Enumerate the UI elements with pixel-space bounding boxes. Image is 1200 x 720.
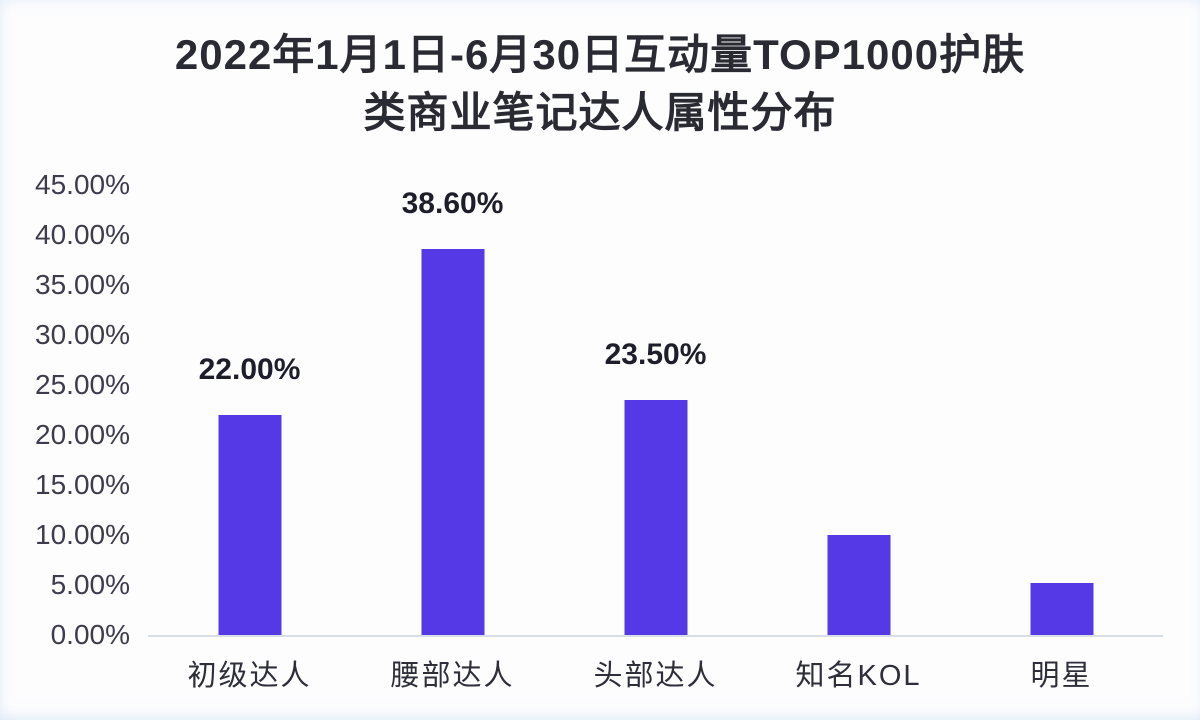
x-category-label: 头部达人 bbox=[593, 660, 718, 692]
y-tick-label: 25.00% bbox=[35, 369, 130, 400]
y-tick-label: 20.00% bbox=[35, 419, 130, 450]
x-category-label: 初级达人 bbox=[187, 660, 312, 692]
bar bbox=[827, 535, 890, 635]
y-tick-label: 15.00% bbox=[35, 469, 130, 500]
x-category-label: 明星 bbox=[1030, 660, 1093, 692]
plot-area: 22.00% 38.60% 23.50% bbox=[148, 185, 1163, 637]
bar bbox=[1030, 583, 1093, 635]
bar-slot bbox=[960, 185, 1163, 635]
y-tick-label: 0.00% bbox=[50, 619, 130, 650]
y-tick-label: 40.00% bbox=[35, 219, 130, 250]
chart-title-line-1: 2022年1月1日-6月30日互动量TOP1000护肤 bbox=[174, 31, 1026, 78]
data-label: 38.60% bbox=[401, 187, 504, 220]
bar-slot bbox=[757, 185, 960, 635]
bar-slot: 22.00% bbox=[148, 185, 351, 635]
x-category-label: 腰部达人 bbox=[390, 660, 515, 692]
y-tick-label: 45.00% bbox=[35, 169, 130, 200]
chart-title-line-2: 类商业笔记达人属性分布 bbox=[363, 88, 837, 136]
bar bbox=[421, 249, 484, 635]
x-axis-labels: 初级达人 腰部达人 头部达人 知名KOL 明星 bbox=[148, 652, 1163, 694]
bar bbox=[624, 400, 687, 635]
y-tick-label: 35.00% bbox=[35, 269, 130, 300]
x-category-label: 知名KOL bbox=[795, 660, 922, 692]
y-tick-label: 5.00% bbox=[50, 569, 130, 600]
data-label: 23.50% bbox=[604, 338, 707, 371]
y-axis: 45.00% 40.00% 35.00% 30.00% 25.00% 20.00% 15.0… bbox=[0, 169, 130, 650]
bar-slot: 38.60% bbox=[351, 185, 554, 635]
data-label: 22.00% bbox=[198, 353, 301, 386]
y-tick-label: 10.00% bbox=[35, 519, 130, 550]
bar bbox=[218, 415, 281, 635]
chart-title: 2022年1月1日-6月30日互动量TOP1000护肤 类商业笔记达人属性分布 bbox=[0, 26, 1200, 142]
bar-slot: 23.50% bbox=[554, 185, 757, 635]
y-tick-label: 30.00% bbox=[35, 319, 130, 350]
